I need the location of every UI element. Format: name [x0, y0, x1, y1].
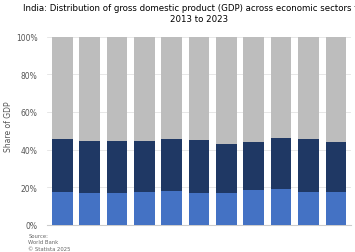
Bar — [326, 193, 346, 225]
Bar — [244, 143, 264, 191]
Bar — [189, 193, 209, 225]
Bar — [80, 38, 100, 141]
Bar — [216, 38, 237, 144]
Bar — [271, 190, 291, 225]
Y-axis label: Share of GDP: Share of GDP — [4, 101, 13, 152]
Bar — [244, 38, 264, 143]
Bar — [271, 139, 291, 190]
Bar — [107, 193, 127, 225]
Bar — [216, 144, 237, 194]
Bar — [134, 38, 155, 142]
Bar — [162, 140, 182, 191]
Bar — [52, 192, 72, 225]
Title: India: Distribution of gross domestic product (GDP) across economic sectors from: India: Distribution of gross domestic pr… — [23, 4, 355, 23]
Bar — [107, 38, 127, 142]
Bar — [326, 142, 346, 193]
Bar — [52, 38, 72, 140]
Text: Source:
World Bank
© Statista 2025: Source: World Bank © Statista 2025 — [28, 233, 71, 251]
Bar — [162, 38, 182, 140]
Bar — [189, 140, 209, 193]
Bar — [107, 142, 127, 193]
Bar — [244, 191, 264, 225]
Bar — [189, 38, 209, 140]
Bar — [216, 194, 237, 225]
Bar — [298, 192, 319, 225]
Bar — [298, 139, 319, 192]
Bar — [162, 191, 182, 225]
Bar — [80, 193, 100, 225]
Bar — [134, 192, 155, 225]
Bar — [271, 38, 291, 139]
Bar — [326, 38, 346, 142]
Bar — [134, 142, 155, 192]
Bar — [298, 38, 319, 139]
Bar — [80, 141, 100, 193]
Bar — [52, 140, 72, 192]
